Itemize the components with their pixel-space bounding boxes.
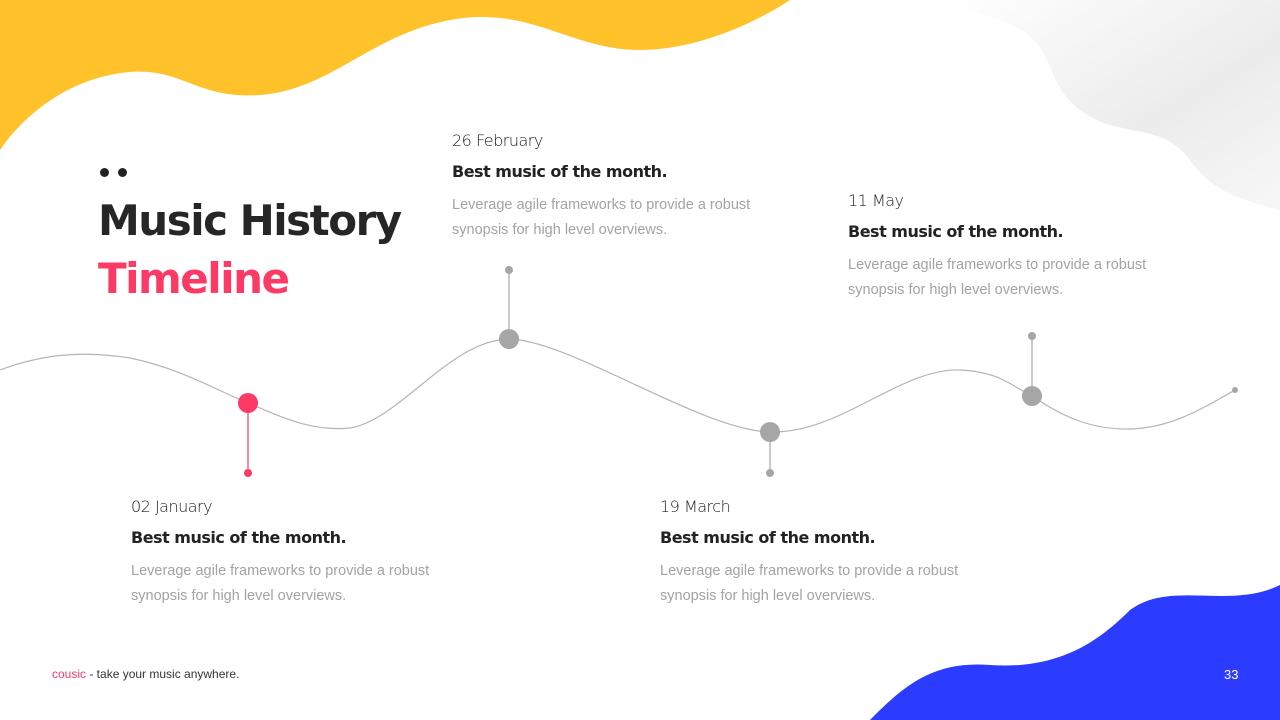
event-description: Leverage agile frameworks to provide a r… <box>131 563 430 604</box>
event-date: 11 May <box>848 191 904 210</box>
timeline-event: 26 February Best music of the month. Lev… <box>452 131 792 243</box>
event-heading: Best music of the month. <box>452 162 668 181</box>
event-date: 02 January <box>131 497 213 516</box>
footer: cousic - take your music anywhere. <box>52 667 239 681</box>
yellow-wave-shape <box>0 0 790 150</box>
timeline-end-dot <box>1232 387 1238 393</box>
event-heading: Best music of the month. <box>660 528 876 547</box>
title-line1: Music History <box>98 196 402 245</box>
event-date: 19 March <box>660 497 731 516</box>
timeline-event: 19 March Best music of the month. Levera… <box>660 497 1000 609</box>
timeline-curve <box>0 338 1236 433</box>
event-description: Leverage agile frameworks to provide a r… <box>452 197 751 238</box>
event-heading: Best music of the month. <box>131 528 347 547</box>
page-number: 33 <box>1224 667 1239 682</box>
event-description: Leverage agile frameworks to provide a r… <box>660 563 959 604</box>
footer-brand: cousic <box>52 667 87 681</box>
marker-january[interactable] <box>238 393 258 477</box>
timeline-event: 02 January Best music of the month. Leve… <box>131 497 471 609</box>
decorative-dots <box>100 168 127 177</box>
marker-march[interactable] <box>760 422 780 477</box>
event-date: 26 February <box>452 131 543 150</box>
marker-may[interactable] <box>1022 332 1042 406</box>
slide-title: Music History Timeline <box>98 192 402 308</box>
blue-wave-shape <box>870 585 1280 720</box>
footer-tagline: - take your music anywhere. <box>86 667 240 681</box>
event-description: Leverage agile frameworks to provide a r… <box>848 257 1147 298</box>
title-line2: Timeline <box>98 254 290 303</box>
event-heading: Best music of the month. <box>848 222 1064 241</box>
marker-february[interactable] <box>499 266 519 349</box>
timeline-event: 11 May Best music of the month. Leverage… <box>848 191 1188 303</box>
grey-wave-shape <box>940 0 1280 210</box>
